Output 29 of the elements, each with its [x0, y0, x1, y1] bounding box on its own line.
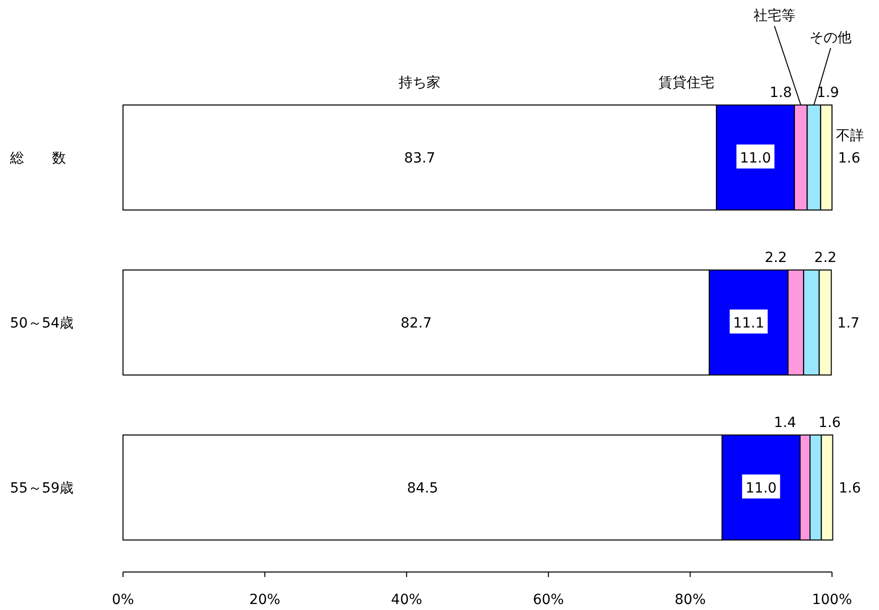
y-tick-label: 総 数 [9, 150, 66, 166]
x-tick-label: 60% [532, 592, 564, 608]
data-label: 1.6 [838, 150, 860, 166]
series-label: 賃貸住宅 [658, 75, 714, 91]
data-label: 11.1 [733, 316, 764, 332]
data-label: 1.8 [770, 85, 792, 101]
y-tick-label: 55～59歳 [10, 480, 74, 496]
y-tick-label: 50～54歳 [10, 316, 74, 332]
x-tick-label: 80% [674, 592, 706, 608]
data-label: 1.9 [816, 85, 840, 101]
data-label: 1.7 [837, 316, 860, 332]
data-label: 84.5 [406, 480, 438, 496]
x-tick-label: 20% [249, 592, 280, 608]
data-label: 82.7 [400, 316, 432, 332]
data-label: 1.6 [818, 415, 841, 431]
x-tick-label: 0% [112, 592, 134, 608]
data-label: 1.6 [838, 480, 862, 496]
data-label: 11.0 [746, 480, 777, 496]
data-label: 83.7 [404, 150, 436, 166]
text: その他 [810, 30, 852, 46]
text: 社宅等 [753, 8, 796, 24]
data-label: 11.0 [740, 150, 772, 166]
x-tick-label: 100% [812, 592, 852, 608]
data-label: 1.4 [774, 415, 796, 431]
x-tick-label: 40% [391, 592, 422, 608]
series-label: 持ち家 [398, 75, 441, 91]
data-label: 2.2 [764, 250, 787, 266]
data-label: 2.2 [814, 250, 837, 266]
series-label: 不詳 [836, 128, 864, 144]
